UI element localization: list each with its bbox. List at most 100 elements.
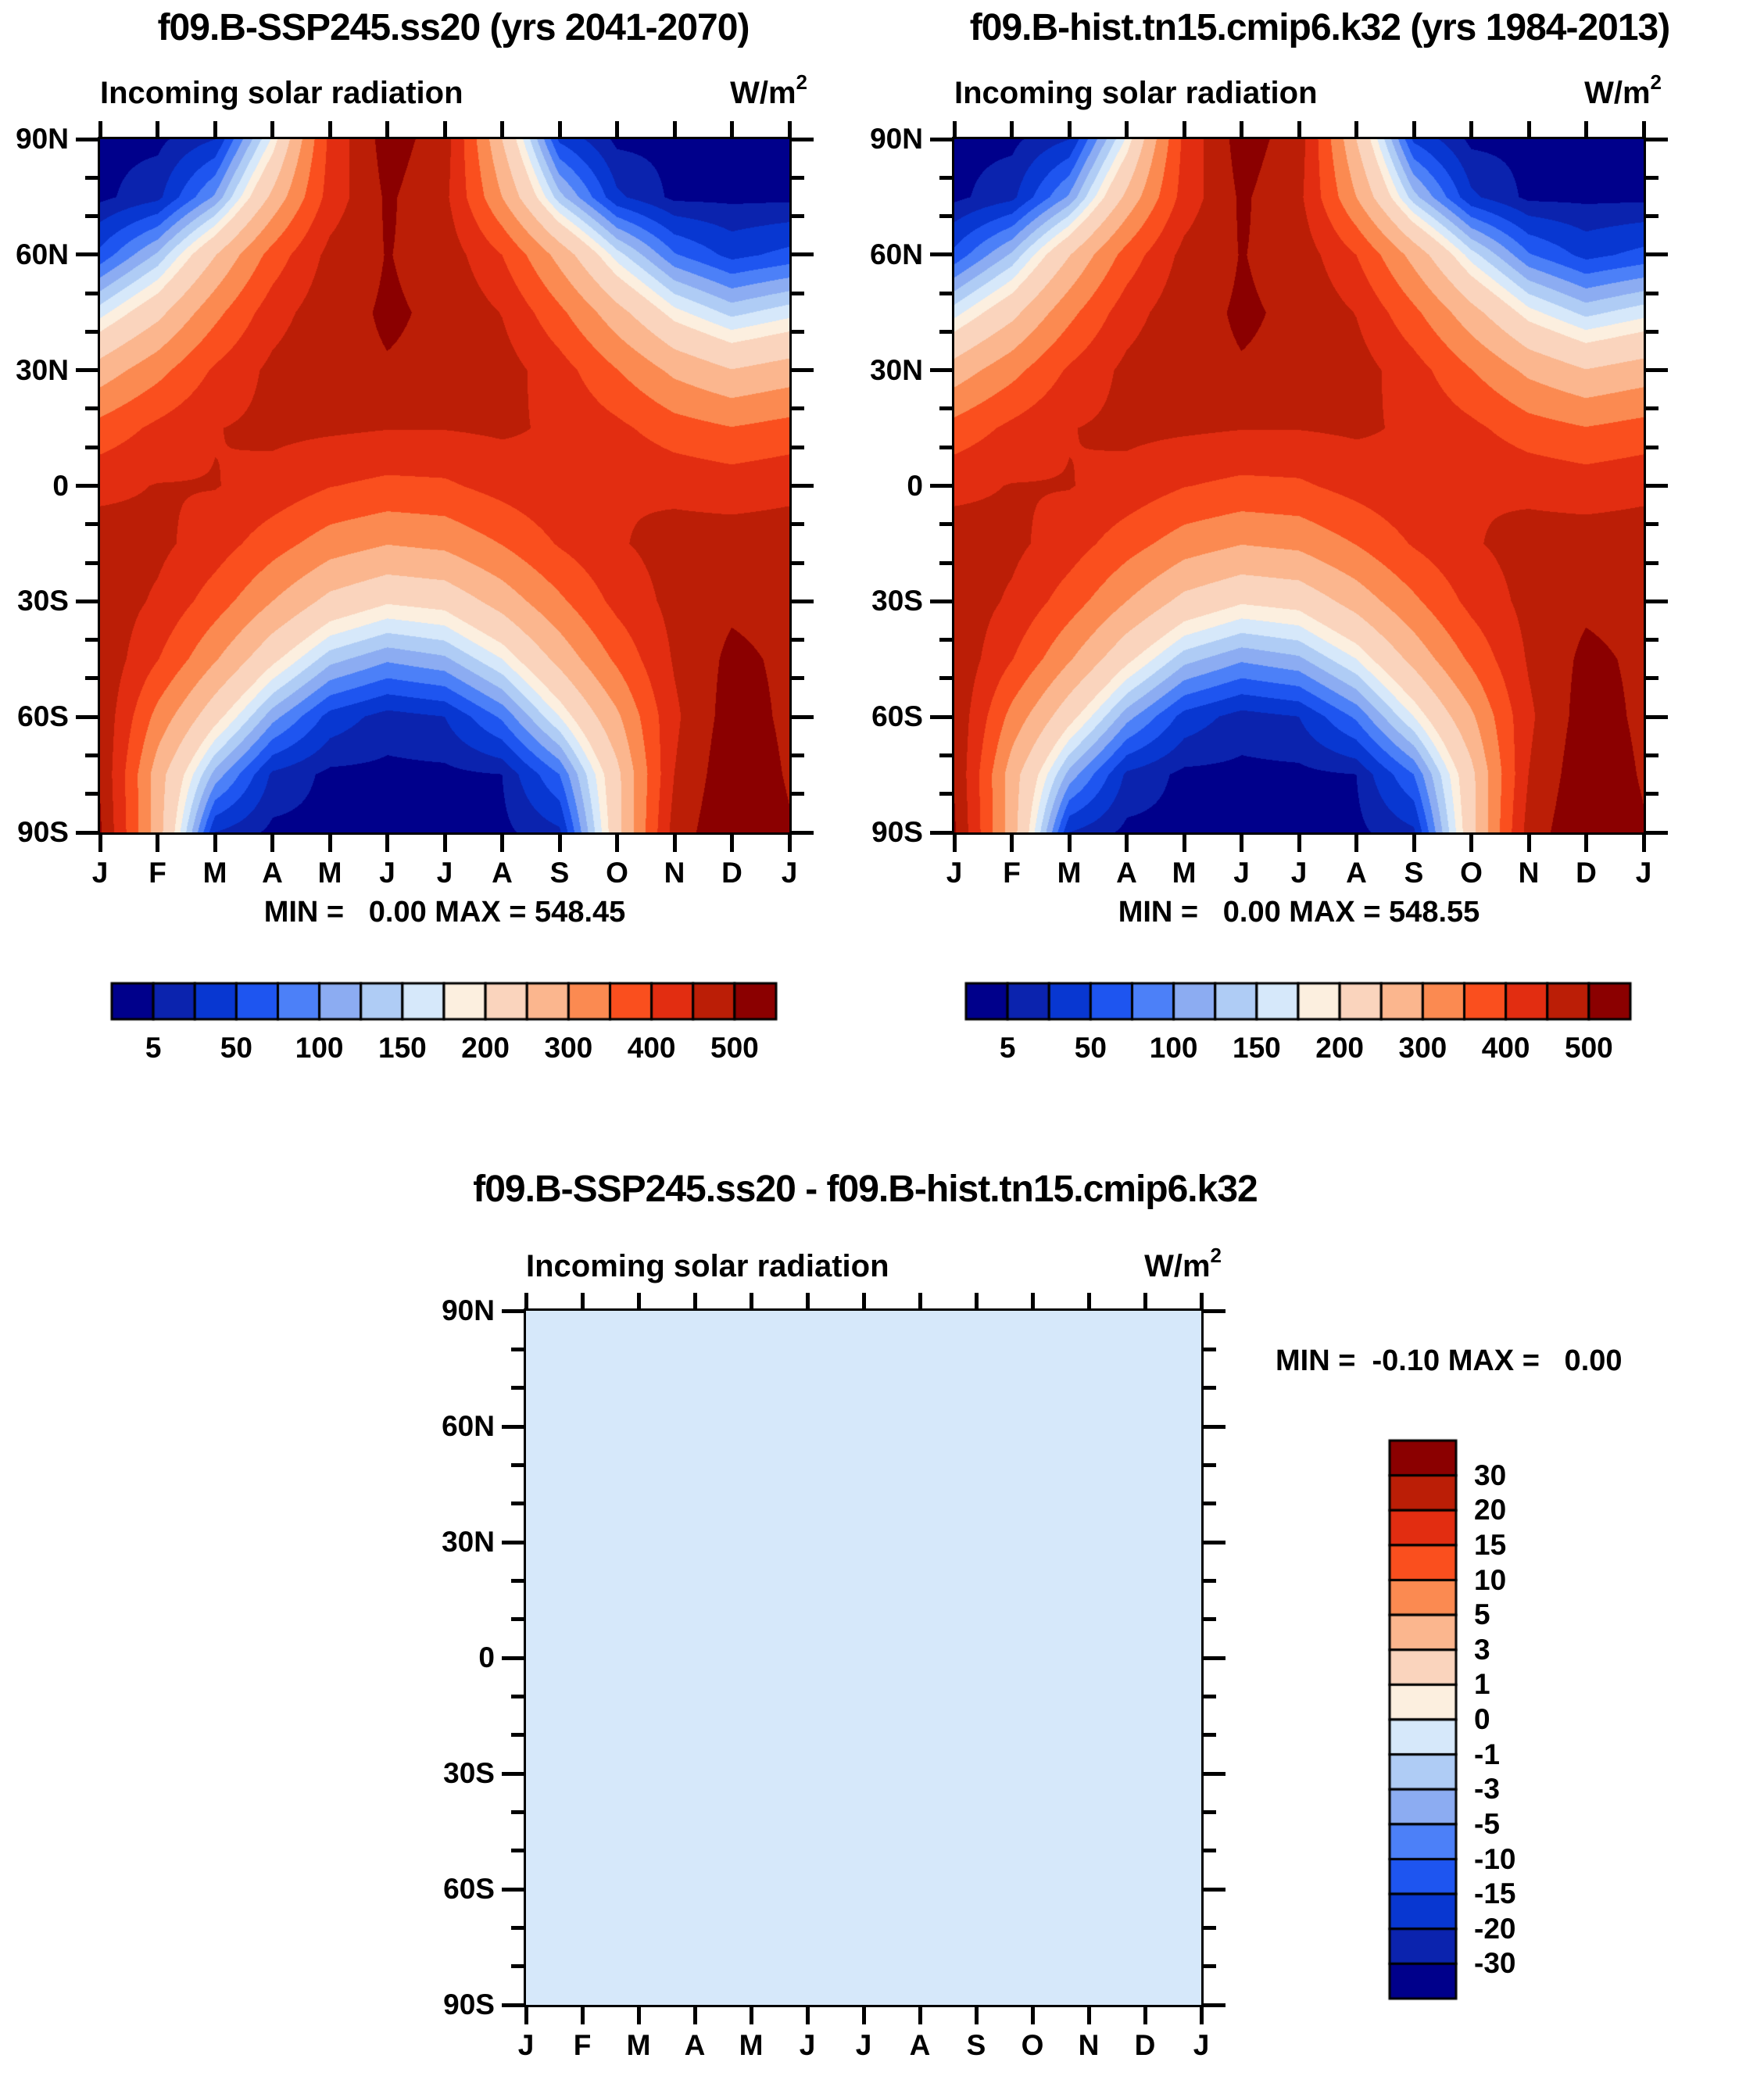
month-label: F <box>573 2029 592 2061</box>
colorbar-tick-label: 100 <box>295 1032 344 1064</box>
y-tick <box>1646 753 1658 757</box>
y-tick <box>792 638 804 642</box>
x-tick <box>500 121 504 137</box>
x-tick <box>974 1293 979 1308</box>
lat-label: 30N <box>442 1526 495 1558</box>
x-tick <box>1412 121 1416 137</box>
month-label: F <box>148 857 166 889</box>
x-tick <box>1143 2007 1147 2024</box>
month-label: F <box>1003 857 1021 889</box>
x-tick <box>615 835 619 852</box>
diff-colorbar-tick-label: 20 <box>1474 1494 1507 1527</box>
y-tick <box>502 1308 524 1313</box>
x-tick <box>1297 835 1301 852</box>
month-label: O <box>1021 2029 1044 2061</box>
month-label: O <box>606 857 628 889</box>
diff-colorbar-tick-label: -3 <box>1474 1773 1500 1806</box>
y-tick <box>792 368 814 373</box>
colorbar-a-canvas <box>109 981 778 1022</box>
y-tick <box>511 1964 524 1969</box>
y-tick <box>1646 445 1658 449</box>
y-tick <box>1646 368 1668 373</box>
x-tick <box>1584 835 1588 852</box>
x-tick <box>580 2007 585 2024</box>
x-tick <box>918 2007 922 2024</box>
y-tick <box>939 676 952 681</box>
y-tick <box>930 599 952 603</box>
month-label: A <box>684 2029 706 2061</box>
x-tick <box>156 835 159 852</box>
y-tick <box>792 522 804 527</box>
diff-colorbar-tick-label: -15 <box>1474 1877 1516 1910</box>
y-tick <box>792 137 814 141</box>
diff-colorbar-tick-label: 10 <box>1474 1563 1507 1596</box>
y-tick <box>1646 560 1658 565</box>
y-tick <box>511 1849 524 1853</box>
y-tick <box>939 753 952 757</box>
lat-label: 90N <box>442 1294 495 1326</box>
y-tick <box>792 792 804 796</box>
colorbar-tick-label: 500 <box>710 1032 759 1064</box>
colorbar-tick-label: 150 <box>1233 1032 1281 1064</box>
month-label: M <box>202 857 227 889</box>
x-tick <box>327 835 332 852</box>
x-tick <box>1199 2007 1204 2024</box>
x-tick <box>861 1293 866 1308</box>
y-tick <box>1204 2003 1225 2007</box>
x-tick <box>805 1293 810 1308</box>
y-tick <box>1646 792 1658 796</box>
y-tick <box>502 2003 524 2007</box>
x-tick <box>918 1293 922 1308</box>
x-tick <box>270 835 274 852</box>
lat-label: 60N <box>442 1410 495 1442</box>
month-label: J <box>91 857 109 889</box>
diff-contour-plot <box>524 1308 1204 2007</box>
x-tick <box>580 1293 585 1308</box>
x-tick <box>1182 835 1186 852</box>
y-tick <box>1204 1386 1216 1391</box>
y-tick <box>502 1540 524 1544</box>
y-tick <box>511 1694 524 1698</box>
month-label: O <box>1460 857 1483 889</box>
y-tick <box>930 714 952 719</box>
x-tick <box>952 835 957 852</box>
y-tick <box>939 406 952 411</box>
panel-a-subtitle: Incoming solar radiation <box>100 76 463 110</box>
x-tick <box>615 121 619 137</box>
x-tick <box>861 2007 866 2024</box>
y-tick <box>85 329 98 334</box>
y-tick <box>1204 1617 1216 1622</box>
y-tick <box>792 214 804 219</box>
diff-panel-subtitle-row: Incoming solar radiation W/m2 <box>526 1244 1222 1284</box>
y-tick <box>1646 599 1668 603</box>
y-tick <box>1204 1964 1216 1969</box>
y-tick <box>939 560 952 565</box>
lat-label: 60S <box>17 700 69 733</box>
y-tick <box>85 792 98 796</box>
x-tick <box>557 121 562 137</box>
x-tick <box>1354 835 1358 852</box>
x-tick <box>787 121 792 137</box>
lat-label: 30S <box>443 1757 495 1789</box>
x-tick <box>1469 835 1473 852</box>
y-tick <box>792 484 814 488</box>
diff-colorbar-tick-label: 0 <box>1474 1703 1490 1735</box>
y-tick <box>1646 484 1668 488</box>
lat-label: 0 <box>478 1641 495 1673</box>
lat-label: 30N <box>870 353 923 386</box>
y-tick <box>1204 1887 1225 1892</box>
diff-colorbar-tick-label: -20 <box>1474 1912 1516 1945</box>
lat-label: 60S <box>443 1873 495 1905</box>
y-tick <box>930 830 952 835</box>
colorbar-tick-label: 200 <box>1315 1032 1364 1064</box>
y-tick <box>1204 1540 1225 1544</box>
lat-label: 30S <box>871 585 923 617</box>
y-tick <box>1204 1308 1225 1313</box>
y-tick <box>511 1925 524 1930</box>
y-tick <box>85 560 98 565</box>
lat-label: 30N <box>16 353 69 386</box>
month-label: A <box>262 857 283 889</box>
month-label: J <box>799 2029 816 2061</box>
x-tick <box>974 2007 979 2024</box>
y-tick <box>792 291 804 295</box>
